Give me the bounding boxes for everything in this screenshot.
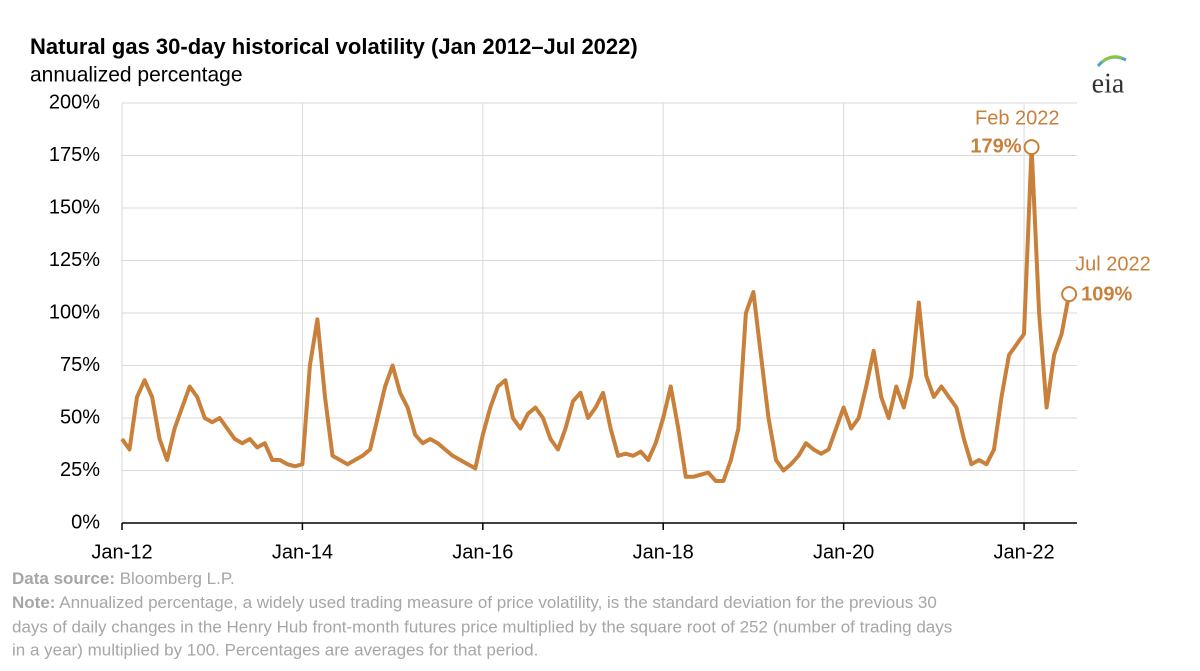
y-tick-label: 175%	[49, 144, 100, 166]
x-tick-label: Jan-14	[272, 541, 333, 563]
logo-swoosh	[1101, 55, 1123, 64]
y-tick-label: 0%	[71, 511, 100, 533]
note: Note: Annualized percentage, a widely us…	[12, 593, 937, 612]
annotation-label: Jul 2022	[1075, 253, 1151, 275]
annotation-marker	[1061, 286, 1078, 303]
x-tick-label: Jan-18	[633, 541, 694, 563]
chart-title: Natural gas 30-day historical volatility…	[30, 34, 638, 59]
y-tick-label: 125%	[49, 249, 100, 271]
y-tick-label: 50%	[60, 406, 100, 428]
source-text: Bloomberg L.P.	[120, 569, 235, 588]
note: days of daily changes in the Henry Hub f…	[12, 617, 952, 636]
x-tick-label: Jan-12	[91, 541, 152, 563]
annotation-label: Feb 2022	[975, 107, 1060, 129]
y-tick-label: 200%	[49, 91, 100, 113]
note-text: Annualized percentage, a widely used tra…	[59, 593, 937, 612]
y-tick-label: 75%	[60, 354, 100, 376]
x-tick-label: Jan-16	[452, 541, 513, 563]
x-tick-label: Jan-20	[813, 541, 874, 563]
y-tick-label: 100%	[49, 301, 100, 323]
annotation-value: 109%	[1081, 283, 1132, 305]
series-line	[120, 145, 1072, 483]
source-label: Data source:	[12, 569, 115, 588]
y-tick-label: 25%	[60, 459, 100, 481]
source: Data source: Bloomberg L.P.	[12, 569, 235, 588]
note: in a year) multiplied by 100. Percentage…	[12, 640, 538, 659]
y-tick-label: 150%	[49, 196, 100, 218]
annotation-value: 179%	[970, 135, 1021, 157]
annotation-marker	[1023, 139, 1040, 156]
x-tick-label: Jan-22	[993, 541, 1054, 563]
logo: eia	[1092, 68, 1125, 99]
note-label: Note:	[12, 593, 55, 612]
chart-subtitle: annualized percentage	[30, 64, 243, 87]
